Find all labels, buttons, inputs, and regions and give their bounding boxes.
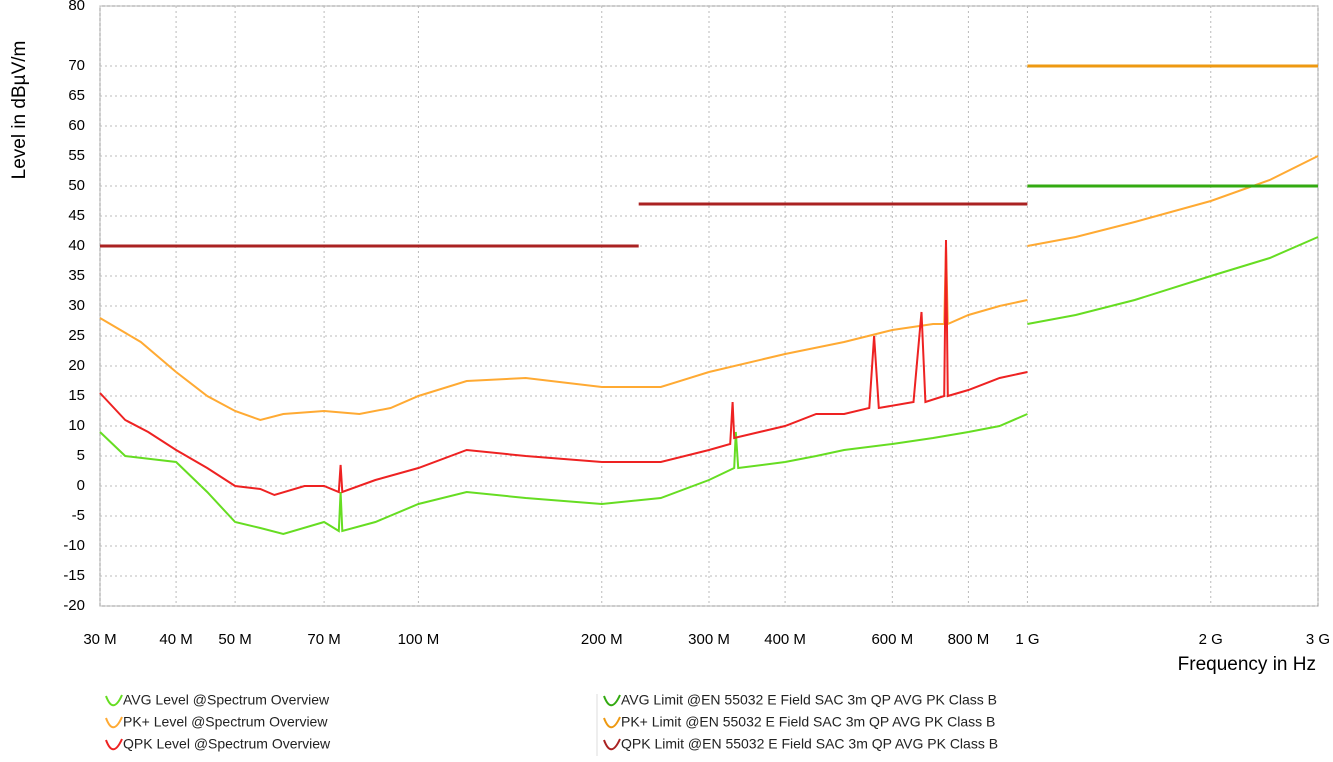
legend-icon	[105, 738, 123, 751]
x-tick-label: 3 G	[1306, 631, 1330, 648]
x-tick-label: 1 G	[1015, 631, 1039, 648]
series-line	[100, 202, 1028, 248]
y-axis-label: Level in dBµV/m	[9, 41, 30, 180]
x-axis-label: Frequency in Hz	[1178, 654, 1316, 675]
y-tick-label: 45	[68, 207, 85, 224]
y-tick-label: 70	[68, 57, 85, 74]
y-tick-label: 20	[68, 357, 85, 374]
x-tick-label: 800 M	[948, 631, 990, 648]
legend-icon	[603, 716, 621, 729]
y-tick-label: 40	[68, 237, 85, 254]
y-tick-label: 35	[68, 267, 85, 284]
x-tick-label: 200 M	[581, 631, 623, 648]
legend-label: PK+ Limit @EN 55032 E Field SAC 3m QP AV…	[621, 714, 995, 730]
series-line	[99, 236, 1319, 536]
y-tick-label: 30	[68, 297, 85, 314]
y-tick-label: 65	[68, 87, 85, 104]
x-tick-label: 2 G	[1199, 631, 1223, 648]
series-line	[99, 239, 1028, 497]
legend-icon	[603, 694, 621, 707]
legend-label: PK+ Level @Spectrum Overview	[123, 714, 328, 730]
legend-label: AVG Level @Spectrum Overview	[123, 692, 330, 708]
y-tick-label: -20	[63, 597, 85, 614]
x-tick-label: 600 M	[871, 631, 913, 648]
y-tick-label: 25	[68, 327, 85, 344]
legend-icon	[105, 716, 123, 729]
y-tick-label: 50	[68, 177, 85, 194]
x-tick-label: 400 M	[764, 631, 806, 648]
y-tick-label: 5	[77, 447, 85, 464]
legend-icon	[105, 694, 123, 707]
x-tick-label: 70 M	[307, 631, 340, 648]
x-tick-label: 300 M	[688, 631, 730, 648]
y-tick-label: -10	[63, 537, 85, 554]
y-tick-label: 80	[68, 0, 85, 14]
legend-label: AVG Limit @EN 55032 E Field SAC 3m QP AV…	[621, 692, 997, 708]
y-tick-label: -5	[72, 507, 85, 524]
legend-label: QPK Level @Spectrum Overview	[123, 736, 331, 752]
y-tick-label: -15	[63, 567, 85, 584]
x-tick-label: 40 M	[159, 631, 192, 648]
y-tick-label: 0	[77, 477, 85, 494]
y-tick-label: 15	[68, 387, 85, 404]
x-tick-label: 50 M	[218, 631, 251, 648]
y-tick-label: 55	[68, 147, 85, 164]
y-tick-label: 60	[68, 117, 85, 134]
y-tick-label: 10	[68, 417, 85, 434]
legend-label: QPK Limit @EN 55032 E Field SAC 3m QP AV…	[621, 736, 998, 752]
legend-icon	[603, 738, 621, 751]
x-tick-label: 100 M	[398, 631, 440, 648]
x-tick-label: 30 M	[83, 631, 116, 648]
